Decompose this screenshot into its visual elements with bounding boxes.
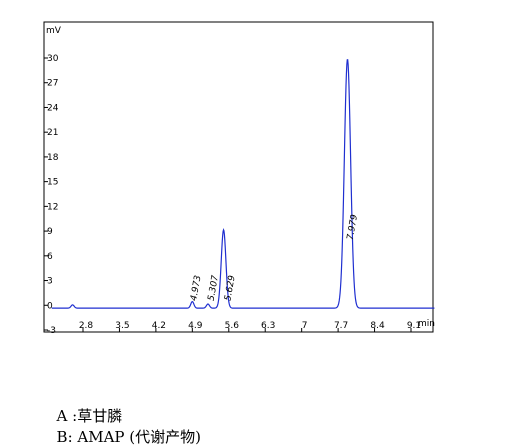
caption-b: B: AMAP (代谢产物) (56, 428, 201, 446)
y-tick-label: 0 (47, 301, 53, 311)
peak-label: 7.979 (346, 213, 360, 240)
x-tick-label: 5.6 (225, 321, 240, 331)
peak-label: 5.307 (207, 274, 221, 301)
peak-annotations: 4.973 5.307 5.629 7.979 (189, 213, 360, 301)
y-tick-label: 21 (47, 128, 58, 138)
y-tick-label: 18 (47, 153, 59, 163)
x-tick-label: 7.7 (334, 321, 348, 331)
y-tick-label: 6 (47, 252, 53, 262)
plot-frame (43, 21, 434, 333)
peak-label: 5.629 (223, 274, 237, 301)
x-tick-label: 7 (302, 321, 308, 331)
y-tick-label: 27 (47, 79, 58, 89)
y-tick-label: 3 (47, 277, 53, 287)
y-tick-label: 9 (47, 227, 53, 237)
x-tick-label: 2.8 (79, 321, 94, 331)
x-axis-label: min (418, 319, 435, 329)
peak-label: 4.973 (189, 274, 203, 301)
x-tick-label: 9.1 (407, 321, 421, 331)
series-group (51, 59, 435, 309)
caption-a: A :草甘膦 (56, 407, 123, 425)
figure-caption: A :草甘膦 B: AMAP (代谢产物) (47, 387, 229, 447)
y-tick-label: -3 (47, 326, 56, 336)
y-tick-label: 15 (47, 178, 58, 188)
x-tick-label: 4.9 (188, 321, 203, 331)
y-tick-label: 12 (47, 202, 58, 212)
axis-ticks: 2.8 3.5 4.2 4.9 5.6 6.3 7 7.7 8.4 9.1 -3 0 3 6 9 12 15 18… (44, 54, 421, 336)
y-tick-label: 24 (47, 103, 59, 113)
x-tick-label: 3.5 (115, 321, 129, 331)
y-axis-label: mV (46, 26, 62, 36)
series-line (51, 59, 435, 309)
y-tick-label: 30 (47, 54, 59, 64)
x-tick-label: 4.2 (152, 321, 166, 331)
x-tick-label: 6.3 (261, 321, 275, 331)
chromatogram-chart: mV min 2.8 3.5 4.2 4.9 5.6 6.3 7 7.7 8.4 9.1 -3 0 3 6… (43, 21, 435, 336)
x-tick-label: 8.4 (370, 321, 385, 331)
